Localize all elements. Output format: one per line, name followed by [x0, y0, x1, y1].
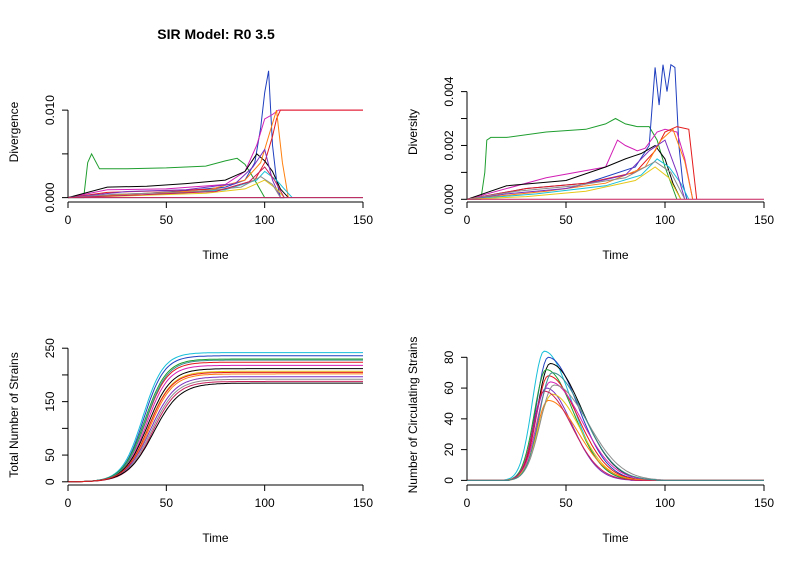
series-group [466, 63, 764, 200]
x-tick-label: 0 [464, 496, 471, 510]
x-tick-label: 150 [754, 213, 774, 227]
series-line-8 [68, 376, 363, 483]
series-line-9 [466, 161, 686, 200]
y-tick-label: 0.000 [43, 182, 57, 212]
series-line-5 [68, 368, 363, 483]
series-line-9 [68, 378, 363, 483]
y-tick-label: 0.004 [442, 76, 456, 106]
series-line-6 [68, 370, 363, 483]
x-tick-label: 50 [160, 213, 174, 227]
series-line-11 [467, 372, 764, 481]
x-axis: 0 50 100 150 Time [65, 201, 373, 262]
series-line-13 [68, 371, 363, 483]
series-line-7 [467, 393, 764, 481]
x-tick-label: 100 [655, 496, 675, 510]
x-tick-label: 100 [255, 496, 275, 510]
x-tick-label: 0 [464, 213, 471, 227]
y-tick-label: 20 [442, 443, 456, 457]
series-line-0 [68, 352, 363, 483]
y-axis-title: Divergence [7, 101, 21, 162]
series-group [467, 350, 764, 481]
x-tick-label: 0 [65, 496, 72, 510]
y-axis-title: Diversity [406, 109, 420, 155]
x-axis: 0 50 100 150 Time [464, 484, 774, 545]
y-axis-title: Number of Circulating Strains [406, 337, 420, 494]
y-axis-title: Total Number of Strains [7, 352, 21, 477]
x-tick-label: 150 [353, 496, 373, 510]
y-tick-label: 0 [43, 478, 57, 485]
y-tick-label: 0 [442, 477, 456, 484]
x-axis: 0 50 100 150 Time [464, 201, 774, 262]
series-group [68, 352, 363, 483]
series-line-12 [68, 359, 363, 483]
series-line-7 [68, 373, 363, 483]
series-line-2 [68, 358, 363, 483]
series-line-1 [466, 63, 688, 200]
series-line-8 [466, 166, 682, 200]
x-tick-label: 50 [559, 213, 573, 227]
y-axis: 0 20 40 60 80 Number of Circulating Strains [406, 337, 468, 494]
series-line-10 [68, 380, 363, 483]
series-line-0 [467, 350, 764, 481]
series-line-7 [466, 139, 686, 200]
x-axis-title: Time [602, 531, 629, 545]
y-axis: 0 50 150 250 Total Number of Strains [7, 338, 69, 485]
series-line-4 [67, 153, 289, 199]
y-tick-label: 60 [442, 381, 456, 395]
y-tick-label: 50 [43, 448, 57, 462]
series-line-0 [467, 117, 678, 200]
x-axis-title: Time [602, 248, 629, 262]
series-line-3 [467, 369, 764, 481]
y-axis: 0.000 0.010 Divergence [7, 95, 69, 213]
x-axis: 0 50 100 150 Time [65, 484, 373, 545]
x-tick-label: 100 [255, 213, 275, 227]
y-tick-label: 150 [43, 391, 57, 411]
y-tick-label: 0.002 [442, 130, 456, 160]
x-tick-label: 150 [754, 496, 774, 510]
y-tick-label: 250 [43, 338, 57, 358]
x-tick-label: 50 [559, 496, 573, 510]
series-line-2 [67, 109, 363, 199]
series-line-3 [67, 109, 363, 199]
series-group [67, 70, 363, 199]
circulating-strains-panel: 0 50 100 150 Time 0 20 40 60 80 Number of Circulat… [406, 337, 774, 545]
series-line-4 [467, 375, 764, 481]
series-line-8 [67, 179, 285, 199]
series-line-10 [67, 166, 285, 199]
y-tick-label: 0.010 [43, 95, 57, 125]
x-tick-label: 50 [160, 496, 174, 510]
series-line-9 [67, 176, 281, 199]
divergence-panel: 0 50 100 150 Time 0.000 0.010 Divergence [7, 70, 373, 262]
y-tick-label: 40 [442, 412, 456, 426]
x-tick-label: 100 [655, 213, 675, 227]
series-line-0 [68, 152, 285, 199]
series-line-2 [466, 128, 694, 200]
x-axis-title: Time [202, 248, 229, 262]
y-tick-label: 0.000 [442, 184, 456, 214]
y-tick-label: 80 [442, 350, 456, 364]
diversity-panel: 0 50 100 150 Time 0.000 0.002 0.004 Diversity [406, 63, 774, 262]
x-tick-label: 0 [65, 213, 72, 227]
series-line-11 [68, 382, 363, 483]
total-strains-panel: 0 50 100 150 Time 0 50 150 250 Total Number of St… [7, 338, 373, 545]
y-axis: 0.000 0.002 0.004 Diversity [406, 76, 468, 214]
figure-title: SIR Model: R0 3.5 [157, 26, 275, 42]
x-axis-title: Time [202, 531, 229, 545]
x-tick-label: 150 [353, 213, 373, 227]
